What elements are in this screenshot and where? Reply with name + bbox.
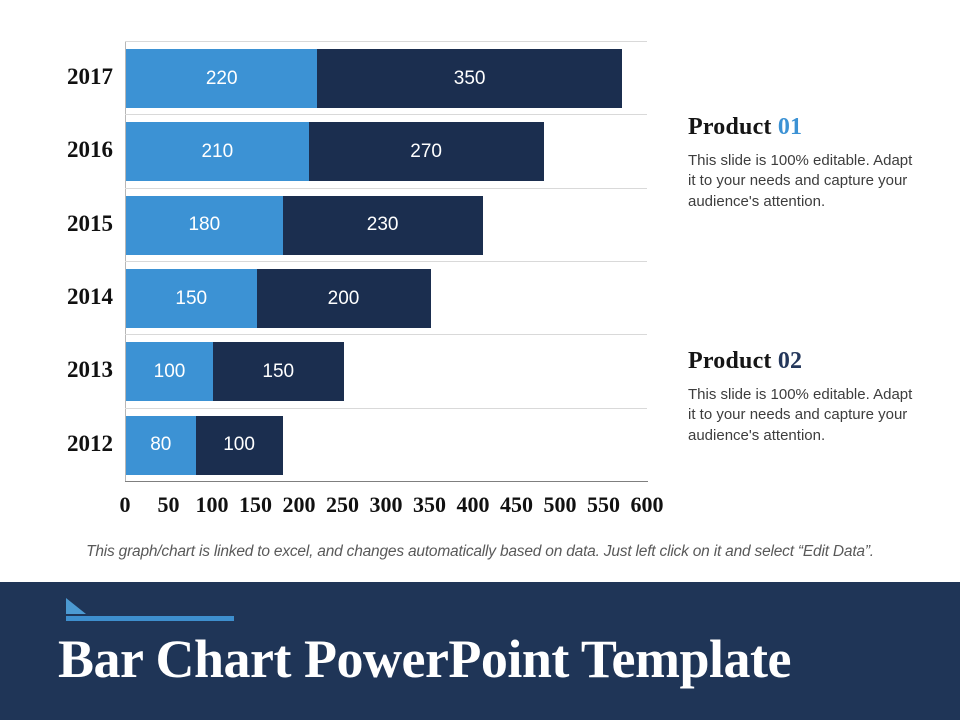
bar-value-label: 150	[262, 360, 295, 382]
bar-segment-product-02: 230	[282, 195, 483, 255]
bar-row-2017: 2017 220 350	[67, 42, 647, 116]
annotation-title: Product 02	[688, 348, 920, 375]
bar-value-label: 100	[223, 434, 255, 456]
bar-row-2014: 2014 150 200	[67, 262, 647, 336]
title-band: Bar Chart PowerPoint Template	[0, 582, 960, 720]
bar-segment-product-01: 100	[126, 342, 213, 402]
bar-segment-product-01: 210	[126, 122, 309, 182]
bar-value-label: 350	[453, 67, 486, 89]
x-axis-tick-label: 200	[282, 492, 316, 517]
x-axis-tick-label: 500	[543, 492, 577, 517]
bar-segment-product-02: 350	[317, 49, 622, 108]
x-axis-tick-label: 100	[195, 492, 229, 517]
bar-row-2015: 2015 180 230	[67, 189, 647, 262]
footer-note: This graph/chart is linked to excel, and…	[86, 543, 874, 560]
stacked-bar[interactable]: 210 270	[126, 122, 544, 182]
bar-segment-product-01: 80	[126, 415, 196, 475]
bar-segment-product-02: 270	[308, 122, 544, 182]
annotation-body: This slide is 100% editable. Adapt it to…	[688, 152, 913, 210]
annotation-title-text: Product	[688, 348, 772, 374]
x-axis-tick-label: 400	[456, 492, 490, 517]
bar-value-label: 230	[366, 214, 399, 236]
bar-segment-product-02: 100	[195, 415, 283, 475]
category-label: 2017	[67, 64, 113, 90]
bar-value-label: 210	[201, 140, 234, 162]
bar-value-label: 200	[327, 287, 360, 309]
annotation-title-number: 02	[777, 348, 803, 374]
bar-value-label: 80	[150, 434, 172, 456]
bar-segment-product-02: 150	[213, 342, 344, 402]
bar-value-label: 100	[153, 360, 186, 382]
category-label: 2012	[67, 431, 113, 457]
x-axis-tick-label: 150	[239, 492, 272, 517]
bar-segment-product-02: 200	[256, 269, 431, 328]
slide-title: Bar Chart PowerPoint Template	[58, 629, 791, 689]
x-axis-tick-label: 600	[630, 492, 664, 517]
annotation-body: This slide is 100% editable. Adapt it to…	[688, 386, 913, 444]
x-axis-tick-label: 50	[157, 492, 180, 517]
stacked-bar[interactable]: 100 150	[126, 342, 344, 402]
bar-value-label: 270	[410, 140, 442, 162]
x-axis-tick-label: 550	[587, 492, 620, 517]
annotation-title: Product 01	[688, 114, 920, 141]
annotation-title-text: Product	[688, 114, 772, 140]
triangle-accent-icon	[66, 598, 86, 614]
bar-segment-product-01: 180	[126, 195, 283, 255]
bar-segment-product-01: 220	[126, 49, 318, 108]
x-axis-tick-label: 300	[369, 492, 403, 517]
category-label: 2016	[67, 137, 113, 163]
stacked-bar-chart[interactable]: 2017 220 350 2016 210 270 2015 180 230 2014 150 200…	[67, 41, 647, 482]
annotation-product-02: Product 02 This slide is 100% editable. …	[688, 348, 920, 446]
bar-value-label: 150	[175, 287, 208, 309]
stacked-bar[interactable]: 80 100	[126, 415, 283, 475]
category-label: 2014	[67, 284, 113, 310]
x-axis-tick-label: 0	[119, 492, 131, 517]
x-axis-tick-label: 250	[326, 492, 359, 517]
bar-row-2012: 2012 80 100	[67, 409, 647, 482]
x-axis-tick-label: 450	[500, 492, 533, 517]
bar-row-2013: 2013 100 150	[67, 335, 647, 409]
stacked-bar[interactable]: 150 200	[126, 269, 431, 328]
bar-row-2016: 2016 210 270	[67, 115, 647, 189]
annotation-product-01: Product 01 This slide is 100% editable. …	[688, 114, 920, 212]
x-axis-tick-label: 350	[413, 492, 446, 517]
category-label: 2013	[67, 357, 113, 383]
bar-value-label: 180	[188, 214, 221, 236]
x-axis-tick-labels: 0 50 100 150 200 250 300 350 400 450 500 550 600	[120, 492, 664, 520]
stacked-bar[interactable]: 180 230	[126, 195, 483, 255]
bar-segment-product-01: 150	[126, 269, 257, 328]
accent-line	[66, 616, 234, 621]
x-axis-line	[125, 481, 648, 482]
bar-value-label: 220	[205, 67, 238, 89]
stacked-bar[interactable]: 220 350	[126, 49, 622, 108]
annotation-title-number: 01	[777, 114, 803, 140]
category-label: 2015	[67, 210, 113, 236]
